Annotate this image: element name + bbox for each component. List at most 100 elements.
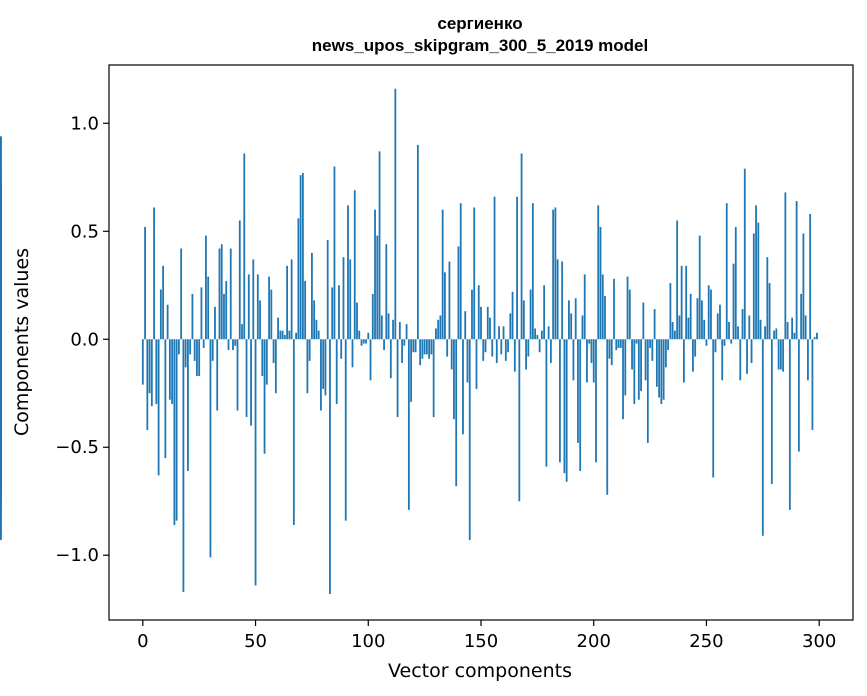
bar xyxy=(297,218,300,340)
bar xyxy=(773,330,775,340)
bar xyxy=(274,339,277,394)
bar xyxy=(216,339,219,411)
bar xyxy=(687,317,690,340)
bar xyxy=(283,334,286,340)
bar xyxy=(807,339,809,381)
bar xyxy=(761,339,764,536)
chart-title: сергиенко xyxy=(437,14,522,33)
bar xyxy=(405,324,408,340)
bar xyxy=(482,339,485,361)
bar xyxy=(331,287,334,340)
bar xyxy=(561,261,564,340)
x-tick-label: 150 xyxy=(464,631,498,652)
y-tick-label: 0.5 xyxy=(70,221,99,242)
bar xyxy=(394,88,397,340)
bar xyxy=(320,339,322,411)
bar xyxy=(782,339,785,372)
bar xyxy=(353,190,356,340)
bar xyxy=(340,339,343,359)
bar xyxy=(322,339,325,389)
bar xyxy=(338,285,340,340)
x-tick-label: 250 xyxy=(689,631,723,652)
bar xyxy=(380,315,383,340)
bar xyxy=(477,285,480,340)
bar xyxy=(0,183,2,340)
bar xyxy=(642,302,645,340)
bar xyxy=(531,203,534,340)
bar xyxy=(439,315,442,340)
bar xyxy=(586,339,588,383)
bar xyxy=(671,321,674,340)
x-axis-ticks: 0 50 100 150 200 250 300 xyxy=(137,620,836,652)
bar xyxy=(428,339,431,359)
y-tick-label: −1.0 xyxy=(55,545,99,566)
bar xyxy=(333,166,336,340)
bar xyxy=(241,324,243,340)
bar xyxy=(579,339,582,471)
bar xyxy=(358,330,361,340)
bar xyxy=(673,330,676,340)
bar xyxy=(649,339,651,348)
bar xyxy=(486,306,489,340)
bar xyxy=(144,226,146,340)
bar xyxy=(459,203,462,340)
bar xyxy=(495,339,498,364)
bar xyxy=(698,235,701,340)
bar xyxy=(563,339,566,474)
bar xyxy=(633,339,636,405)
bar xyxy=(448,261,451,340)
bar xyxy=(624,339,627,396)
bar xyxy=(453,339,455,420)
y-tick-label: 1.0 xyxy=(70,113,99,134)
bar xyxy=(171,339,174,405)
bar xyxy=(475,339,478,389)
bar xyxy=(703,319,706,340)
bar xyxy=(784,192,787,340)
bar xyxy=(387,313,390,340)
bar xyxy=(362,339,365,344)
bar xyxy=(351,339,354,368)
bar xyxy=(234,339,237,346)
bar xyxy=(696,298,699,340)
bar xyxy=(613,278,615,340)
bar xyxy=(245,339,248,417)
bar xyxy=(416,144,419,340)
bar xyxy=(694,339,697,357)
bar xyxy=(471,289,473,340)
bar xyxy=(678,315,681,340)
bar xyxy=(770,339,773,484)
bar xyxy=(403,339,406,346)
bar xyxy=(800,293,803,340)
bar xyxy=(626,276,629,340)
bar xyxy=(326,239,329,340)
bar xyxy=(536,334,539,340)
bar xyxy=(480,306,482,340)
bar xyxy=(500,339,503,355)
bar xyxy=(617,339,620,348)
bar xyxy=(802,233,805,340)
bar xyxy=(597,205,600,340)
bar xyxy=(270,289,273,340)
bar xyxy=(491,339,494,357)
bar xyxy=(193,339,196,361)
y-tick-label: −0.5 xyxy=(55,437,99,458)
bar xyxy=(669,283,672,340)
bar xyxy=(554,207,557,340)
bar xyxy=(473,207,476,340)
bar xyxy=(610,339,613,366)
bar xyxy=(507,339,509,353)
bar xyxy=(401,339,403,364)
bar xyxy=(543,285,546,340)
bar xyxy=(714,339,717,353)
bar xyxy=(198,339,201,376)
bar xyxy=(365,339,367,344)
bar xyxy=(498,326,500,340)
bar xyxy=(155,339,158,405)
bar xyxy=(315,319,318,340)
bar xyxy=(329,339,331,595)
bar xyxy=(371,293,374,340)
bar xyxy=(635,339,638,344)
bar xyxy=(464,311,467,340)
bar xyxy=(360,339,363,346)
